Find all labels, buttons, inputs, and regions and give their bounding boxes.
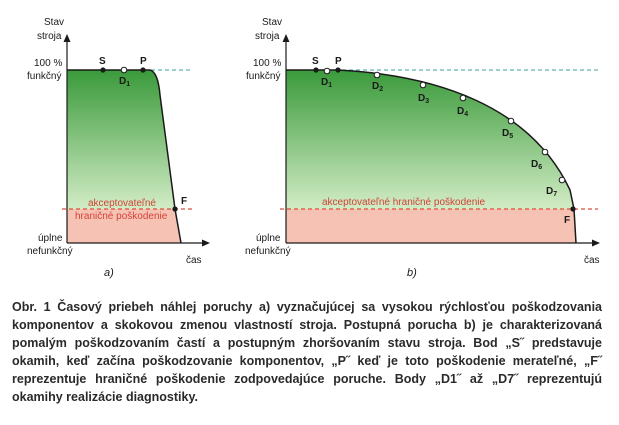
functional-area-b bbox=[286, 70, 574, 209]
x-axis-arrow-b bbox=[592, 239, 600, 247]
y-axis-title-b-line1: Stav bbox=[262, 17, 282, 28]
failed-label-b-line2: nefunkčný bbox=[245, 246, 291, 257]
y-axis-title-b-line2: stroja bbox=[255, 31, 280, 42]
y-axis-title-a-line1: Stav bbox=[44, 17, 64, 28]
full-label-a-line2: funkčný bbox=[27, 71, 61, 82]
x-axis-title-b: čas bbox=[584, 255, 600, 266]
y-axis-title-a-line2: stroja bbox=[37, 31, 62, 42]
point-d1-a bbox=[120, 66, 128, 74]
point-d7-label-b: D7 bbox=[546, 186, 557, 198]
point-f-label-b: F bbox=[564, 215, 570, 226]
point-d6-label-b: D6 bbox=[531, 159, 542, 171]
point-d1-b bbox=[323, 67, 331, 75]
point-d7-b bbox=[558, 176, 566, 184]
point-p-b bbox=[335, 67, 341, 73]
diagnostic-points-b: D1 D2 D3 D4 D5 D6 D7 bbox=[321, 67, 566, 198]
point-f-label-a: F bbox=[181, 196, 187, 207]
zone-label-b: akceptovateľné hraničné poškodenie bbox=[322, 197, 485, 208]
damage-zone-a bbox=[67, 209, 181, 243]
point-d4-label-b: D4 bbox=[457, 106, 468, 118]
y-axis-arrow-a bbox=[63, 34, 71, 42]
full-label-b-line2: funkčný bbox=[246, 71, 280, 82]
point-s-a bbox=[100, 67, 106, 73]
diagram-b: Stav stroja 100 % funkčný úplne nefunkčn… bbox=[245, 17, 600, 279]
point-p-label-a: P bbox=[140, 56, 147, 67]
functional-area-a bbox=[67, 70, 175, 209]
sublabel-b: b) bbox=[407, 267, 417, 279]
full-label-a-line1: 100 % bbox=[34, 58, 62, 69]
point-p-a bbox=[140, 67, 146, 73]
x-axis-arrow-a bbox=[202, 239, 210, 247]
failed-label-a-line1: úplne bbox=[38, 233, 63, 244]
point-d1-label-b: D1 bbox=[321, 77, 332, 89]
zone-label-a-line2: hraničné poškodenie bbox=[75, 211, 168, 222]
failed-label-a-line2: nefunkčný bbox=[27, 246, 73, 257]
diagram-a: Stav stroja 100 % funkčný úplne nefunkčn… bbox=[27, 17, 210, 279]
point-d6-b bbox=[541, 148, 549, 156]
point-d3-label-b: D3 bbox=[418, 93, 429, 105]
point-d4-b bbox=[459, 94, 467, 102]
failure-diagrams: Stav stroja 100 % funkčný úplne nefunkčn… bbox=[27, 17, 600, 279]
point-d5-label-b: D5 bbox=[502, 128, 513, 140]
figure-caption: Obr. 1 Časový priebeh náhlej poruchy a) … bbox=[12, 300, 602, 404]
y-axis-arrow-b bbox=[282, 34, 290, 42]
point-p-label-b: P bbox=[335, 56, 342, 67]
point-s-b bbox=[313, 67, 319, 73]
point-s-label-a: S bbox=[99, 56, 106, 67]
failed-label-b-line1: úplne bbox=[256, 233, 281, 244]
zone-label-a-line1: akceptovateľné bbox=[88, 198, 156, 209]
damage-zone-b bbox=[286, 209, 576, 243]
point-f-a bbox=[172, 206, 178, 212]
point-s-label-b: S bbox=[312, 56, 319, 67]
full-label-b-line1: 100 % bbox=[253, 58, 281, 69]
point-d5-b bbox=[507, 117, 515, 125]
point-d1-label-a: D1 bbox=[119, 76, 130, 88]
point-d2-label-b: D2 bbox=[372, 81, 383, 93]
point-d2-b bbox=[373, 71, 381, 79]
point-d3-b bbox=[419, 81, 427, 89]
failure-curve-a bbox=[67, 69, 182, 244]
point-f-b bbox=[570, 206, 576, 212]
x-axis-title-a: čas bbox=[186, 255, 202, 266]
sublabel-a: a) bbox=[104, 267, 114, 279]
